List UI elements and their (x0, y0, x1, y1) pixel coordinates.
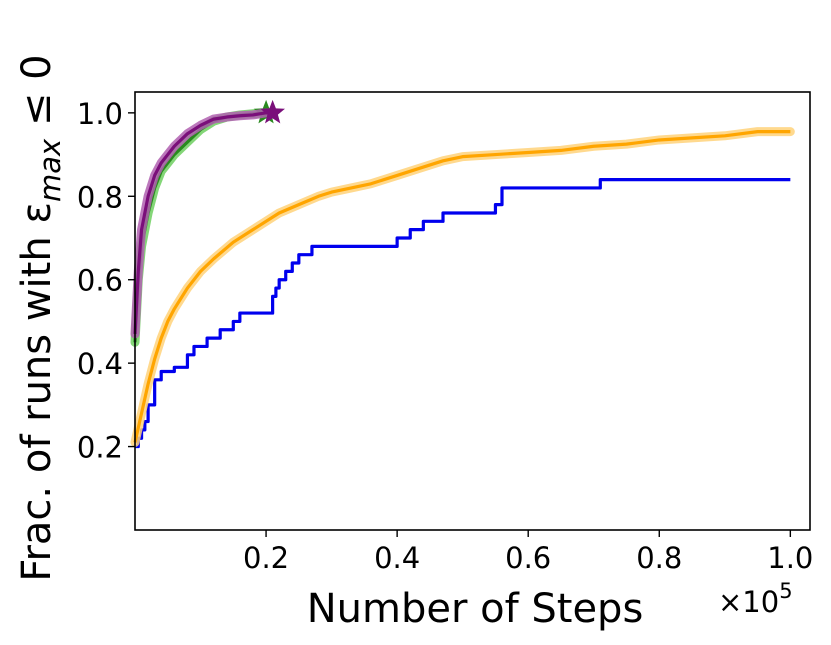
x-tick-label: 0.2 (243, 541, 289, 575)
x-multiplier-base: ×10 (718, 585, 779, 619)
x-axis-title: Number of Steps (307, 586, 644, 632)
plot-frame (134, 91, 811, 531)
y-axis-title-suffix: ≤ 0 (14, 54, 60, 138)
series-layer (130, 99, 795, 449)
y-tick-label: 0.6 (77, 264, 123, 298)
y-tick-label: 0.4 (77, 347, 123, 381)
series-3-line (133, 111, 273, 335)
x-axis-multiplier: ×105 (718, 579, 793, 619)
x-tick-label: 0.4 (374, 541, 420, 575)
x-tick-label: 0.8 (636, 541, 682, 575)
y-axis-title: Frac. of runs with εmax ≤ 0 (14, 54, 67, 581)
y-tick-label: 1.0 (77, 97, 123, 131)
x-multiplier-exponent: 5 (779, 579, 792, 603)
series-0-line (135, 178, 791, 449)
series-3-end-star-marker (260, 99, 285, 124)
x-tick-label: 0.6 (505, 541, 551, 575)
y-axis-title-main: Frac. of runs with ε (14, 202, 60, 582)
y-axis-title-subscript: max (33, 138, 67, 202)
x-tick-label: 1.0 (767, 541, 813, 575)
axes-layer: 0.2 0.4 0.6 0.8 1.0 0.2 0.4 0.6 0.8 1.0 (77, 97, 814, 575)
y-tick-label: 0.8 (77, 180, 123, 214)
series-1-line (133, 130, 791, 443)
y-tick-label: 0.2 (77, 431, 123, 465)
